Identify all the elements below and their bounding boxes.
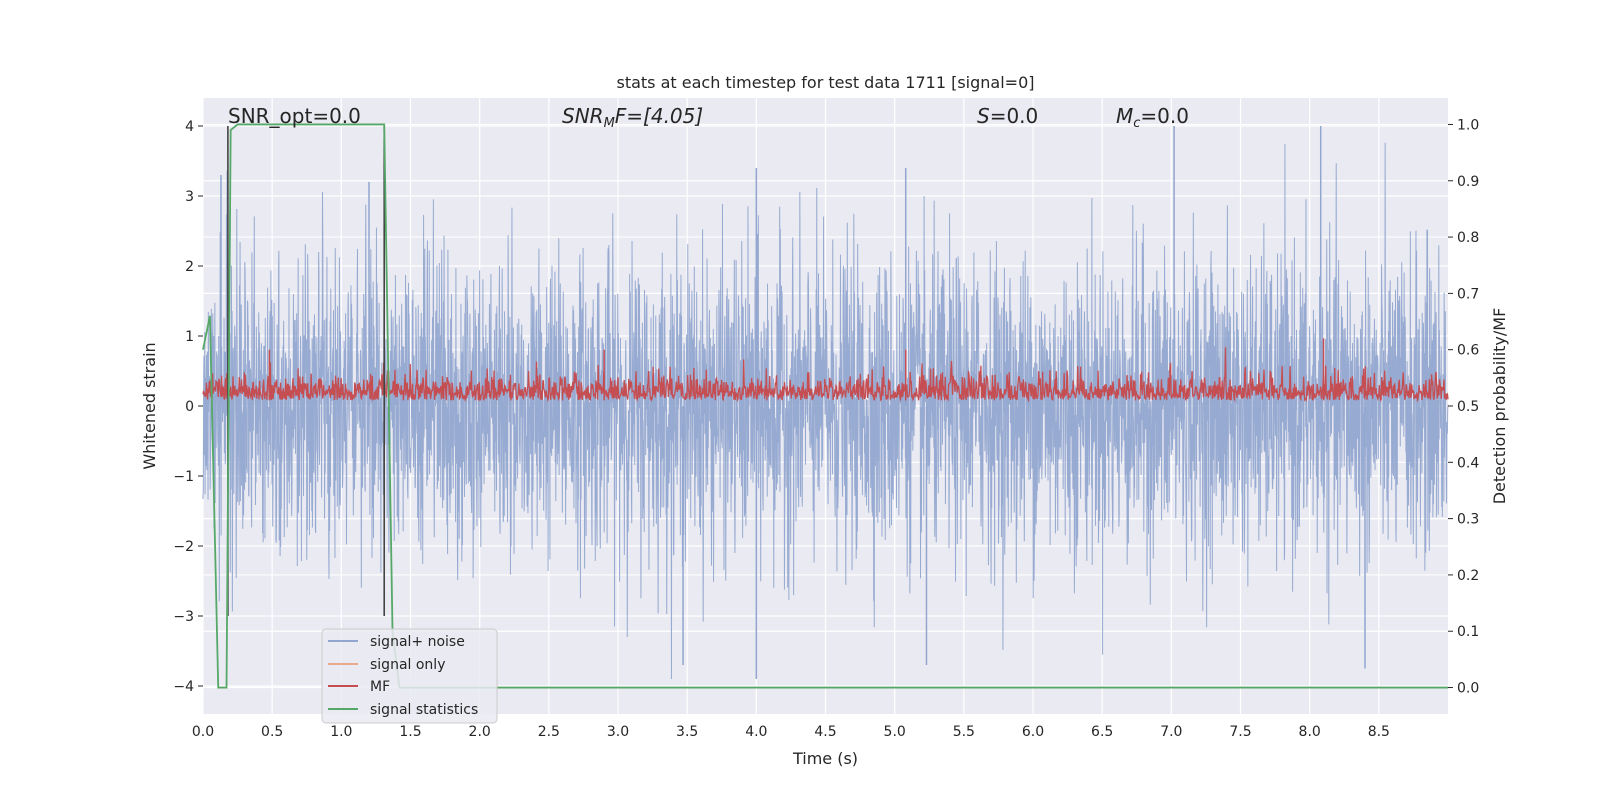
x-tick-label: 6.0: [1022, 724, 1044, 740]
y-tick-label: −2: [173, 539, 194, 555]
x-axis-label: Time (s): [792, 749, 858, 768]
y-ticks: −4 −3 −2 −1 0 1 2 3 4: [173, 119, 203, 695]
y-tick-label: −4: [173, 679, 194, 695]
y2-axis-label: Detection probability/MF: [1490, 308, 1509, 505]
legend-label-signal-statistics: signal statistics: [370, 702, 478, 718]
mf-trace: [202, 347, 1449, 403]
legend: signal+ noise signal only MF signal stat…: [321, 628, 498, 724]
x-tick-label: 5.5: [953, 724, 975, 740]
y2-tick-label: 0.0: [1457, 681, 1479, 697]
x-tick-label: 0.5: [261, 724, 283, 740]
chart-title: stats at each timestep for test data 171…: [616, 73, 1034, 92]
annotation-mc-sub: c: [1133, 116, 1140, 131]
annotation-mc-rest: =0.0: [1140, 104, 1189, 128]
x-ticks: 0.0 0.5 1.0 1.5 2.0 2.5 3.0 3.5 4.0 4.5 5.0 5.5 6.0 6…: [192, 724, 1390, 740]
y2-ticks: 0.0 0.1 0.2 0.3 0.4 0.5 0.6 0.7 0.8 0.9 1.0: [1448, 117, 1479, 697]
annotation-s-label: S: [977, 104, 990, 128]
x-tick-label: 2.0: [469, 724, 491, 740]
y2-tick-label: 0.2: [1457, 568, 1479, 584]
y2-tick-label: 0.1: [1457, 624, 1479, 640]
x-tick-label: 7.5: [1229, 724, 1251, 740]
x-tick-label: 1.0: [330, 724, 352, 740]
y2-tick-label: 1.0: [1457, 117, 1479, 133]
signal-noise-trace: [202, 142, 1449, 680]
x-tick-label: 8.0: [1299, 724, 1321, 740]
annotation-snr-mf: SNRMF=[4.05]: [562, 104, 703, 131]
y2-tick-label: 0.8: [1457, 230, 1479, 246]
y-tick-label: 0: [185, 399, 194, 415]
y2-tick-label: 0.3: [1457, 512, 1479, 528]
y2-tick-label: 0.7: [1457, 286, 1479, 302]
x-tick-label: 4.5: [814, 724, 836, 740]
legend-label-signal-noise: signal+ noise: [370, 634, 465, 650]
x-tick-label: 0.0: [192, 724, 214, 740]
legend-box: [321, 628, 498, 724]
x-tick-label: 2.5: [538, 724, 560, 740]
annotation-mc-label: M: [1116, 104, 1133, 128]
annotation-s: S=0.0: [977, 104, 1038, 128]
annotation-snr-mf-prefix: SNR: [562, 104, 604, 128]
x-tick-label: 1.5: [399, 724, 421, 740]
y2-tick-label: 0.5: [1457, 399, 1479, 415]
y-tick-label: −1: [173, 469, 194, 485]
y-tick-label: 4: [185, 119, 194, 135]
y2-tick-label: 0.9: [1457, 174, 1479, 190]
x-tick-label: 7.0: [1160, 724, 1182, 740]
annotation-mc: Mc=0.0: [1116, 104, 1189, 131]
y-tick-label: 1: [185, 329, 194, 345]
annotation-s-rest: =0.0: [990, 104, 1039, 128]
x-tick-label: 5.0: [884, 724, 906, 740]
series-mf: [202, 338, 1449, 403]
y-axis-label: Whitened strain: [140, 342, 159, 469]
x-tick-label: 6.5: [1091, 724, 1113, 740]
legend-label-signal-only: signal only: [370, 657, 445, 673]
y2-tick-label: 0.4: [1457, 455, 1479, 471]
y-tick-label: 3: [185, 189, 194, 205]
y-tick-label: −3: [173, 609, 194, 625]
annotation-snr-mf-sub: M: [604, 116, 615, 131]
annotation-snr-mf-rest: F=[4.05]: [615, 104, 703, 128]
x-tick-label: 3.5: [676, 724, 698, 740]
annotation-snr-opt: SNR_opt=0.0: [228, 104, 361, 128]
x-tick-label: 3.0: [607, 724, 629, 740]
legend-label-mf: MF: [370, 679, 390, 695]
y-tick-label: 2: [185, 259, 194, 275]
x-tick-label: 4.0: [745, 724, 767, 740]
x-tick-label: 8.5: [1368, 724, 1390, 740]
y2-tick-label: 0.6: [1457, 343, 1479, 359]
